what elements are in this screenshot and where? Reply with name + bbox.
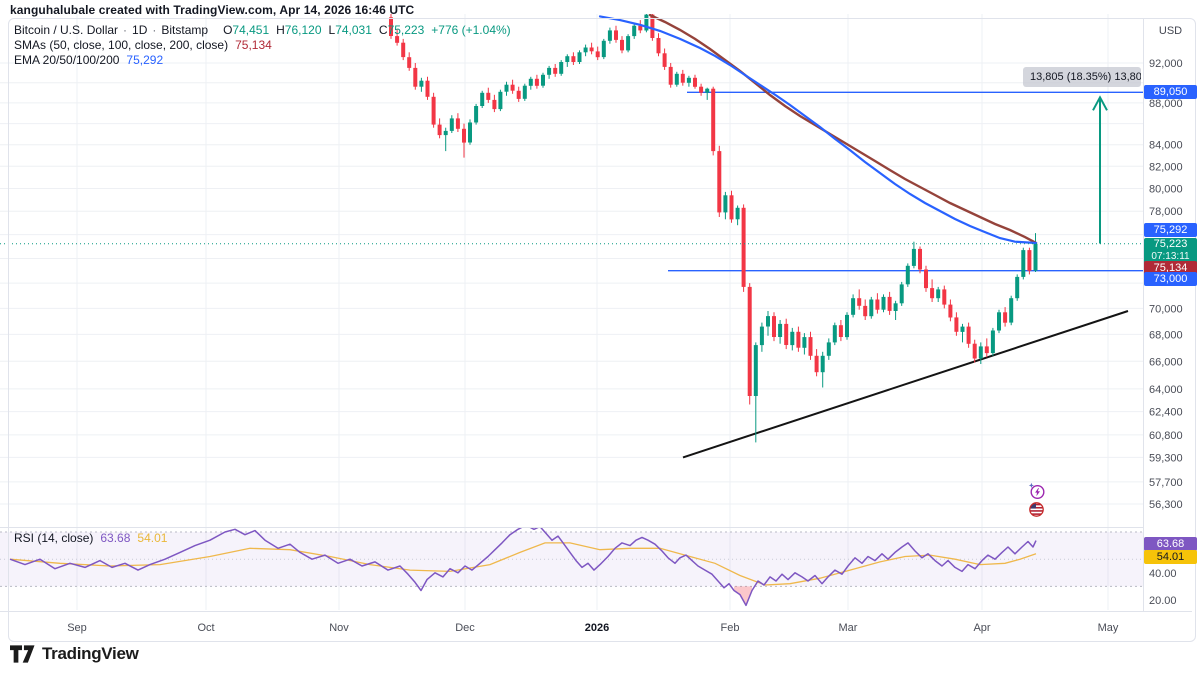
price-tick-label: 62,400 [1149, 407, 1183, 419]
event-us-flag-icon[interactable] [1028, 501, 1046, 519]
legend-separator: · [123, 23, 128, 37]
axis-labels: 92,000 88,000 84,000 82,000 80,000 78,000 70,0… [67, 58, 1182, 634]
time-tick-label: Mar [839, 622, 858, 634]
sma-label: SMAs (50, close, 100, close, 200, close) [14, 38, 229, 52]
price-axis[interactable] [1143, 19, 1200, 611]
grid-lines [0, 14, 1143, 610]
price-scale-label: 75,223 07:13:11 [1144, 238, 1197, 264]
time-tick-label: Nov [329, 622, 349, 634]
time-tick-label: Apr [973, 622, 990, 634]
attribution-text: kanguhalubale created with TradingView.c… [10, 3, 415, 17]
ema-line[interactable] [598, 15, 1038, 245]
price-tick-label: 80,000 [1149, 184, 1183, 196]
rsi-ma-line [9, 542, 1037, 586]
price-scale-label: 73,000 [1144, 272, 1197, 286]
price-scale-label: 54.01 [1144, 550, 1197, 564]
price-scale-label: 75,134 [1144, 261, 1197, 275]
rsi-line [9, 527, 1037, 607]
rsi-pane[interactable] [0, 525, 1143, 607]
symbol-legend-row[interactable]: Bitcoin / U.S. Dollar · 1D · Bitstamp O74,451… [14, 23, 511, 38]
ema-label: EMA 20/50/100/200 [14, 53, 120, 67]
open-label: O [223, 23, 233, 37]
sma-value: 75,134 [235, 38, 272, 52]
currency-label: USD [1158, 25, 1183, 37]
price-tick-label: 70,000 [1149, 303, 1183, 315]
change-value: +776 (+1.04%) [431, 23, 511, 37]
time-tick-label: Sep [67, 622, 87, 634]
open-value: 74,451 [232, 23, 270, 37]
chart-legend: Bitcoin / U.S. Dollar · 1D · Bitstamp O74,451… [14, 23, 511, 68]
price-tick-label: 57,700 [1149, 477, 1183, 489]
price-tick-label: 88,000 [1149, 98, 1183, 110]
rsi-legend-row[interactable]: RSI (14, close) 63.68 54.01 [14, 531, 167, 545]
price-range-measure-label[interactable]: 13,805 (18.35%) 13,80 [1023, 67, 1141, 87]
rsi-label: RSI (14, close) [14, 531, 94, 545]
time-tick-label: Oct [197, 622, 214, 634]
time-tick-label: Dec [455, 622, 475, 634]
ohlc-values: O74,451 H76,120 L74,031 C75,223 +776 (+1.04%… [216, 23, 511, 37]
time-tick-label: Feb [721, 622, 740, 634]
trend-line[interactable] [682, 310, 1129, 459]
price-scale-label: 89,050 [1144, 85, 1197, 99]
time-tick-label: May [1098, 622, 1119, 634]
bar-countdown: 07:13:11 [1151, 251, 1190, 262]
event-lightning-icon[interactable] [1028, 482, 1046, 500]
sma-legend-row[interactable]: SMAs (50, close, 100, close, 200, close)… [14, 38, 511, 53]
high-label: H [276, 23, 285, 37]
price-scale-label: 75,292 [1144, 223, 1197, 237]
rsi-ma-value: 54.01 [137, 531, 168, 545]
main-pane[interactable] [0, 11, 1143, 459]
price-tick-label: 59,300 [1149, 452, 1183, 464]
legend-separator: · [152, 23, 157, 37]
low-label: L [328, 23, 336, 37]
price-tick-label: 84,000 [1149, 140, 1183, 152]
high-value: 76,120 [284, 23, 322, 37]
rsi-value: 63.68 [100, 531, 131, 545]
low-value: 74,031 [335, 23, 372, 37]
tradingview-logo[interactable]: TradingView [10, 644, 139, 664]
time-tick-label: 2026 [585, 622, 609, 634]
tradingview-logo-icon [10, 645, 35, 663]
close-label: C [378, 23, 388, 37]
price-tick-label: 64,000 [1149, 384, 1183, 396]
sma-line[interactable] [648, 14, 1038, 245]
price-scale-label: 63.68 [1144, 537, 1197, 551]
price-tick-label: 78,000 [1149, 206, 1183, 218]
rsi-tick-label: 40.00 [1149, 568, 1177, 580]
price-tick-label: 60,800 [1149, 430, 1183, 442]
price-tick-label: 56,300 [1149, 499, 1183, 511]
rsi-tick-label: 20.00 [1149, 595, 1177, 607]
time-axis[interactable] [0, 612, 1143, 640]
symbol-name[interactable]: Bitcoin / U.S. Dollar [14, 23, 119, 37]
price-tick-label: 68,000 [1149, 329, 1183, 341]
price-tick-label: 66,000 [1149, 356, 1183, 368]
price-tick-label: 92,000 [1149, 58, 1183, 70]
price-tick-label: 82,000 [1149, 161, 1183, 173]
ema-value: 75,292 [126, 53, 164, 67]
candlestick-series [389, 14, 1038, 443]
exchange-name[interactable]: Bitstamp [161, 23, 209, 37]
tradingview-logo-text: TradingView [42, 644, 139, 663]
interval-value[interactable]: 1D [132, 23, 148, 37]
ema-legend-row[interactable]: EMA 20/50/100/200 75,292 [14, 53, 511, 68]
close-value: 75,223 [387, 23, 425, 37]
measure-arrow-head [1092, 95, 1108, 111]
